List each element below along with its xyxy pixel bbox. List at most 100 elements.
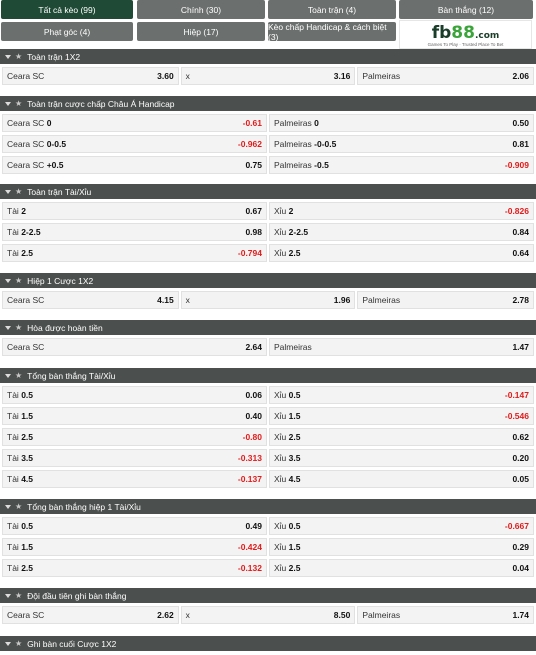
odds-value: -0.546	[504, 411, 529, 421]
star-icon[interactable]: ★	[15, 639, 23, 648]
chevron-down-icon[interactable]	[5, 325, 11, 330]
odds-cell[interactable]: x 3.16	[180, 67, 356, 85]
market-section-tong-ban-thang-tai-xiu: ★ Tổng bàn thắng Tài/Xỉu Tài 0.5 0.06 Xỉu 0.…	[0, 368, 536, 491]
section-header[interactable]: ★ Toàn trận Tài/Xỉu	[0, 184, 536, 199]
odds-cell[interactable]: Xỉu 2.5 0.62	[269, 428, 534, 446]
odds-value: 8.50	[333, 610, 351, 620]
odds-cell[interactable]: Tài 2.5 -0.132	[2, 559, 267, 577]
odds-value: 0.04	[512, 563, 529, 573]
selection-label: x	[185, 610, 190, 620]
odds-cell[interactable]: Palmeiras 2.06	[357, 67, 535, 85]
tab-all-markets[interactable]: Tất cả kèo (99)	[1, 0, 133, 19]
star-icon[interactable]: ★	[15, 99, 23, 108]
odds-cell[interactable]: Ceara SC 3.60	[2, 67, 179, 85]
tab-goals[interactable]: Bàn thắng (12)	[399, 0, 533, 19]
odds-row: Ceara SC 4.15 x 1.96 Palmeiras 2.78	[2, 291, 535, 309]
odds-cell[interactable]: Xỉu 1.5 -0.546	[269, 407, 534, 425]
odds-cell[interactable]: Xỉu 4.5 0.05	[269, 470, 534, 488]
star-icon[interactable]: ★	[15, 371, 23, 380]
odds-cell[interactable]: Tài 4.5 -0.137	[2, 470, 267, 488]
selection-label: x	[185, 71, 190, 81]
odds-cell[interactable]: Palmeiras 2.78	[357, 291, 535, 309]
odds-cell[interactable]: Xỉu 0.5 -0.147	[269, 386, 534, 404]
odds-cell[interactable]: x 1.96	[180, 291, 356, 309]
section-header[interactable]: ★ Toàn trận cược chấp Châu Á Handicap	[0, 96, 536, 111]
section-header[interactable]: ★ Tổng bàn thắng Tài/Xỉu	[0, 368, 536, 383]
odds-cell[interactable]: Ceara SC 0-0.5 -0.962	[2, 135, 267, 153]
odds-cell[interactable]: Tài 0.5 0.49	[2, 517, 267, 535]
section-header[interactable]: ★ Ghi bàn cuối Cược 1X2	[0, 636, 536, 651]
chevron-down-icon[interactable]	[5, 504, 11, 509]
star-icon[interactable]: ★	[15, 187, 23, 196]
handicap-line: 2.5	[21, 248, 34, 258]
odds-cell[interactable]: Ceara SC 0 -0.61	[2, 114, 267, 132]
section-header[interactable]: ★ Hiệp 1 Cược 1X2	[0, 273, 536, 288]
odds-cell[interactable]: Tài 0.5 0.06	[2, 386, 267, 404]
star-icon[interactable]: ★	[15, 276, 23, 285]
chevron-down-icon[interactable]	[5, 593, 11, 598]
handicap-line: 2-2.5	[21, 227, 41, 237]
odds-cell[interactable]: x 8.50	[180, 606, 356, 624]
odds-cell[interactable]: Tài 2-2.5 0.98	[2, 223, 267, 241]
odds-value: 1.47	[512, 342, 529, 352]
tab-halves[interactable]: Hiệp (17)	[137, 22, 265, 41]
handicap-line: 0.5	[288, 521, 301, 531]
logo-fb-text: fb	[431, 22, 452, 43]
odds-cell[interactable]: Ceara SC 4.15	[2, 291, 179, 309]
section-header[interactable]: ★ Hòa được hoàn tiền	[0, 320, 536, 335]
odds-cell[interactable]: Tài 2.5 -0.80	[2, 428, 267, 446]
section-header[interactable]: ★ Toàn trận 1X2	[0, 49, 536, 64]
chevron-down-icon[interactable]	[5, 189, 11, 194]
chevron-down-icon[interactable]	[5, 101, 11, 106]
selection-label: Tài 2.5	[7, 432, 34, 442]
selection-label: Ceara SC	[7, 342, 45, 352]
star-icon[interactable]: ★	[15, 52, 23, 61]
tab-main[interactable]: Chính (30)	[137, 0, 265, 19]
odds-value: 2.06	[512, 71, 530, 81]
selection-label: Xỉu 0.5	[274, 390, 301, 400]
odds-cell[interactable]: Tài 3.5 -0.313	[2, 449, 267, 467]
odds-value: 3.60	[157, 71, 174, 81]
star-icon[interactable]: ★	[15, 502, 23, 511]
chevron-down-icon[interactable]	[5, 641, 11, 646]
odds-value: 0.05	[512, 474, 529, 484]
odds-cell[interactable]: Palmeiras 1.74	[357, 606, 535, 624]
odds-cell[interactable]: Xỉu 2 -0.826	[269, 202, 534, 220]
odds-cell[interactable]: Tài 2.5 -0.794	[2, 244, 267, 262]
tab-corners[interactable]: Phạt góc (4)	[1, 22, 133, 41]
odds-cell[interactable]: Xỉu 0.5 -0.667	[269, 517, 534, 535]
odds-value: 0.40	[245, 411, 262, 421]
odds-cell[interactable]: Palmeiras -0-0.5 0.81	[269, 135, 534, 153]
odds-cell[interactable]: Ceara SC +0.5 0.75	[2, 156, 267, 174]
selection-label: Xỉu 0.5	[274, 521, 301, 531]
tab-handicap[interactable]: Kèo chấp Handicap & cách biệt (3)	[268, 22, 396, 42]
chevron-down-icon[interactable]	[5, 54, 11, 59]
odds-cell[interactable]: Palmeiras 1.47	[269, 338, 534, 356]
section-header[interactable]: ★ Đội đầu tiên ghi bàn thắng	[0, 588, 536, 603]
handicap-line: 2	[21, 206, 26, 216]
odds-cell[interactable]: Xỉu 1.5 0.29	[269, 538, 534, 556]
odds-cell[interactable]: Xỉu 3.5 0.20	[269, 449, 534, 467]
tab-full-match[interactable]: Toàn trận (4)	[268, 0, 396, 19]
chevron-down-icon[interactable]	[5, 278, 11, 283]
odds-cell[interactable]: Palmeiras 0 0.50	[269, 114, 534, 132]
section-header[interactable]: ★ Tổng bàn thắng hiệp 1 Tài/Xỉu	[0, 499, 536, 514]
star-icon[interactable]: ★	[15, 323, 23, 332]
odds-cell[interactable]: Tài 1.5 -0.424	[2, 538, 267, 556]
star-icon[interactable]: ★	[15, 591, 23, 600]
odds-cell[interactable]: Xỉu 2.5 0.64	[269, 244, 534, 262]
odds-cell[interactable]: Tài 2 0.67	[2, 202, 267, 220]
odds-cell[interactable]: Ceara SC 2.62	[2, 606, 179, 624]
odds-cell[interactable]: Ceara SC 2.64	[2, 338, 267, 356]
odds-row: Tài 3.5 -0.313 Xỉu 3.5 0.20	[2, 449, 534, 467]
odds-cell[interactable]: Xỉu 2-2.5 0.84	[269, 223, 534, 241]
handicap-line: 2.5	[21, 432, 34, 442]
odds-cell[interactable]: Palmeiras -0.5 -0.909	[269, 156, 534, 174]
odds-cell[interactable]: Xỉu 2.5 0.04	[269, 559, 534, 577]
odds-cell[interactable]: Tài 1.5 0.40	[2, 407, 267, 425]
handicap-line: 1.5	[288, 542, 301, 552]
selection-label: Tài 2.5	[7, 248, 34, 258]
odds-row: Ceara SC 2.62 x 8.50 Palmeiras 1.74	[2, 606, 535, 624]
odds-value: 2.64	[245, 342, 262, 352]
chevron-down-icon[interactable]	[5, 373, 11, 378]
